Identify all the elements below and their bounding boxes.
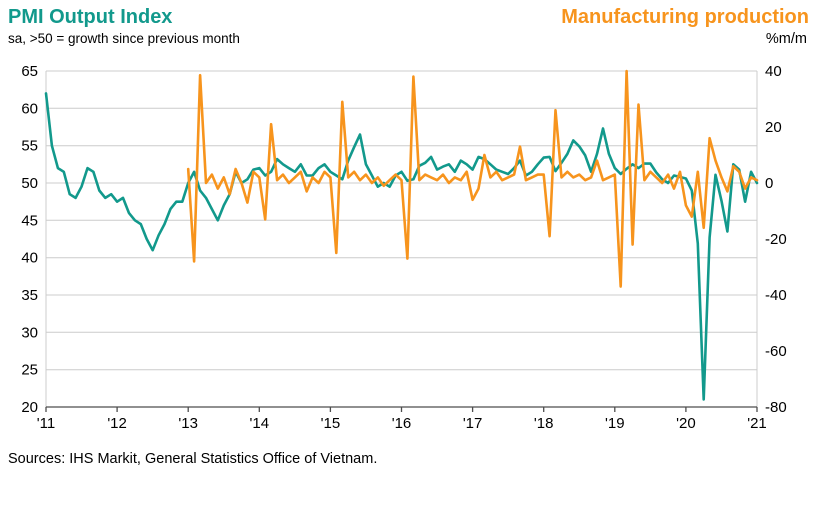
right-axis-subtitle: %m/m xyxy=(765,31,807,47)
series-line-pmi-output-index xyxy=(44,92,759,401)
y-right-tick-label: 40 xyxy=(765,63,782,80)
y-right-tick-label: -80 xyxy=(765,399,787,416)
left-axis-subtitle: sa, >50 = growth since previous month xyxy=(8,31,240,46)
x-tick-label: '13 xyxy=(178,415,198,432)
y-left-tick-label: 35 xyxy=(21,287,38,304)
y-right-tick-label: -20 xyxy=(765,231,787,248)
chart-subheader: sa, >50 = growth since previous month %m… xyxy=(0,29,819,47)
x-tick-label: '18 xyxy=(534,415,554,432)
y-right-tick-label: -40 xyxy=(765,287,787,304)
line-chart: '11 '12 '13 '14 '15 '16 '17 '18 '19 '20 '21 65 60 55 5… xyxy=(0,47,819,439)
x-tick-label: '20 xyxy=(676,415,696,432)
series-line-manufacturing-production xyxy=(186,69,759,288)
x-tick-label: '17 xyxy=(463,415,483,432)
y-left-tick-label: 30 xyxy=(21,324,38,341)
source-note: Sources: IHS Markit, General Statistics … xyxy=(8,451,378,467)
y-left-tick-label: 60 xyxy=(21,100,38,117)
y-left-tick-label: 45 xyxy=(21,212,38,229)
x-tick-label: '11 xyxy=(37,415,55,432)
x-tick-label: '14 xyxy=(250,415,270,432)
left-series-title: PMI Output Index xyxy=(8,6,173,28)
x-tick-label: '21 xyxy=(747,415,767,432)
x-tick-label: '12 xyxy=(107,415,127,432)
y-axis-right-labels: 40 20 0 -20 -40 -60 -80 xyxy=(765,63,787,416)
y-axis-left-labels: 65 60 55 50 45 40 35 30 25 20 xyxy=(21,63,38,416)
y-left-tick-label: 40 xyxy=(21,250,38,267)
y-right-tick-label: 0 xyxy=(765,175,773,192)
x-tick-label: '15 xyxy=(321,415,341,432)
chart-svg: '11 '12 '13 '14 '15 '16 '17 '18 '19 '20 '21 65 60 55 5… xyxy=(21,63,787,432)
y-left-tick-label: 55 xyxy=(21,138,38,155)
y-left-tick-label: 20 xyxy=(21,399,38,416)
x-tick-label: '19 xyxy=(605,415,625,432)
y-left-tick-label: 50 xyxy=(21,175,38,192)
gridlines xyxy=(45,70,758,407)
y-right-tick-label: -60 xyxy=(765,343,787,360)
y-left-tick-label: 65 xyxy=(21,63,38,80)
right-series-title: Manufacturing production xyxy=(561,6,809,28)
x-tick-label: '16 xyxy=(392,415,412,432)
x-axis: '11 '12 '13 '14 '15 '16 '17 '18 '19 '20 '21 xyxy=(37,406,767,432)
y-left-tick-label: 25 xyxy=(21,362,38,379)
chart-header: PMI Output Index Manufacturing productio… xyxy=(0,0,819,29)
y-right-tick-label: 20 xyxy=(765,119,782,136)
